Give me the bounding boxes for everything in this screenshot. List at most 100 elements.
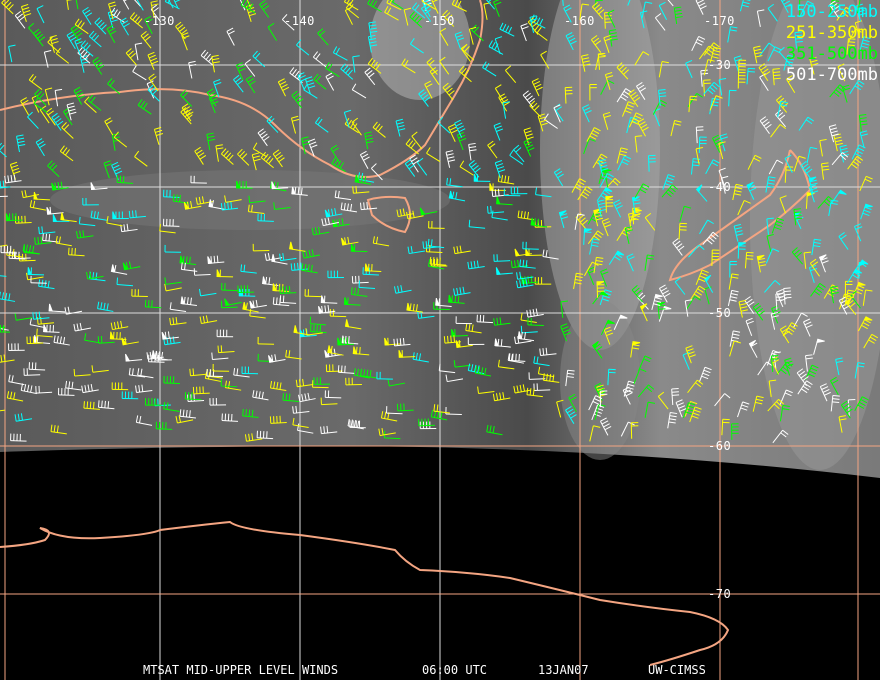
wind-barb xyxy=(805,354,813,372)
wind-barb xyxy=(586,127,601,142)
wind-barb xyxy=(349,420,366,429)
wind-barb xyxy=(459,160,474,176)
wind-barb xyxy=(458,65,472,83)
wind-barb xyxy=(135,415,153,426)
wind-barb xyxy=(239,0,246,11)
wind-barb xyxy=(325,364,343,373)
wind-barb xyxy=(442,9,455,27)
wind-barb xyxy=(1,0,14,15)
wind-barb xyxy=(163,401,180,412)
wind-barb xyxy=(699,219,714,235)
wind-barb xyxy=(630,341,641,358)
wind-barb xyxy=(97,400,115,410)
australia-coastline xyxy=(0,0,484,178)
wind-barb xyxy=(386,406,403,415)
wind-barb xyxy=(793,155,806,172)
wind-barb xyxy=(497,359,515,370)
wind-barb xyxy=(426,147,441,163)
wind-barb xyxy=(10,433,27,442)
wind-barb xyxy=(74,38,83,57)
wind-barb xyxy=(670,120,682,137)
wind-barb xyxy=(28,22,40,41)
wind-barb xyxy=(372,236,390,247)
wind-barb xyxy=(29,317,46,329)
wind-barb xyxy=(395,118,406,137)
wind-barb xyxy=(244,433,263,442)
wind-barb xyxy=(267,22,277,41)
wind-barb xyxy=(91,365,109,373)
wind-barb xyxy=(21,190,39,199)
wind-barb xyxy=(465,323,482,334)
wind-barb xyxy=(140,30,152,49)
wind-barb xyxy=(633,368,647,385)
wind-barb xyxy=(591,1,605,20)
wind-barb xyxy=(718,78,727,96)
wind-barb xyxy=(634,183,650,198)
wind-barb xyxy=(259,0,270,18)
wind-barb xyxy=(537,366,555,378)
wind-barb xyxy=(589,83,597,101)
wind-barb xyxy=(50,424,67,435)
wind-barb xyxy=(301,263,318,274)
wind-barb xyxy=(688,244,705,258)
wind-barb xyxy=(144,15,153,35)
latitude-label: -70 xyxy=(708,587,732,601)
wind-barb xyxy=(853,223,863,242)
wind-barb xyxy=(661,184,678,198)
wind-barb xyxy=(542,249,559,260)
wind-barb xyxy=(590,35,602,53)
wind-barb xyxy=(175,415,194,424)
wind-barb xyxy=(292,405,310,414)
wind-barb xyxy=(340,236,359,246)
wind-barb xyxy=(775,293,784,310)
wind-barb xyxy=(179,409,196,419)
wind-barb xyxy=(628,89,641,108)
wind-barb xyxy=(560,323,571,342)
wind-barb xyxy=(780,0,792,13)
wind-barb xyxy=(525,248,542,257)
wind-barb xyxy=(269,415,287,424)
wind-barb xyxy=(632,207,640,225)
wind-barb xyxy=(279,286,297,295)
wind-barb xyxy=(0,180,11,189)
wind-barb xyxy=(277,78,290,97)
wind-barb xyxy=(819,138,827,157)
wind-barb xyxy=(0,409,6,412)
latitude-label: -30 xyxy=(708,58,732,72)
wind-barb xyxy=(74,18,89,35)
wind-barb xyxy=(209,398,227,406)
wind-barb xyxy=(496,196,513,206)
wind-barb xyxy=(134,42,143,61)
wind-barb xyxy=(159,224,176,234)
wind-barb xyxy=(252,50,266,68)
wind-barb xyxy=(562,0,564,6)
wind-barb xyxy=(25,272,44,281)
wind-barb xyxy=(424,80,433,99)
wind-barb xyxy=(698,366,712,383)
wind-barb xyxy=(221,282,238,292)
wind-barb xyxy=(695,269,709,286)
wind-barb xyxy=(752,395,764,412)
wind-barb xyxy=(428,220,445,229)
wind-barb xyxy=(771,217,785,234)
wind-barb xyxy=(603,326,614,345)
wind-barb xyxy=(136,0,144,11)
wind-barb xyxy=(616,62,629,80)
wind-barb xyxy=(800,0,815,16)
wind-barb xyxy=(264,252,283,261)
wind-barb xyxy=(540,50,550,69)
wind-barb xyxy=(811,238,822,256)
antarctica-coastline xyxy=(0,520,730,666)
wind-barb xyxy=(235,62,246,81)
wind-barb xyxy=(27,267,45,276)
wind-barb xyxy=(92,56,105,75)
wind-barb xyxy=(685,345,696,364)
legend-item-251-350mb: 251-350mb xyxy=(785,23,878,43)
wind-barb xyxy=(729,340,741,357)
wind-barb xyxy=(0,326,6,329)
wind-barb xyxy=(76,230,94,239)
wind-barb xyxy=(164,277,182,285)
wind-barb xyxy=(213,79,222,98)
wind-barb xyxy=(631,285,643,303)
wind-barb xyxy=(849,80,865,95)
